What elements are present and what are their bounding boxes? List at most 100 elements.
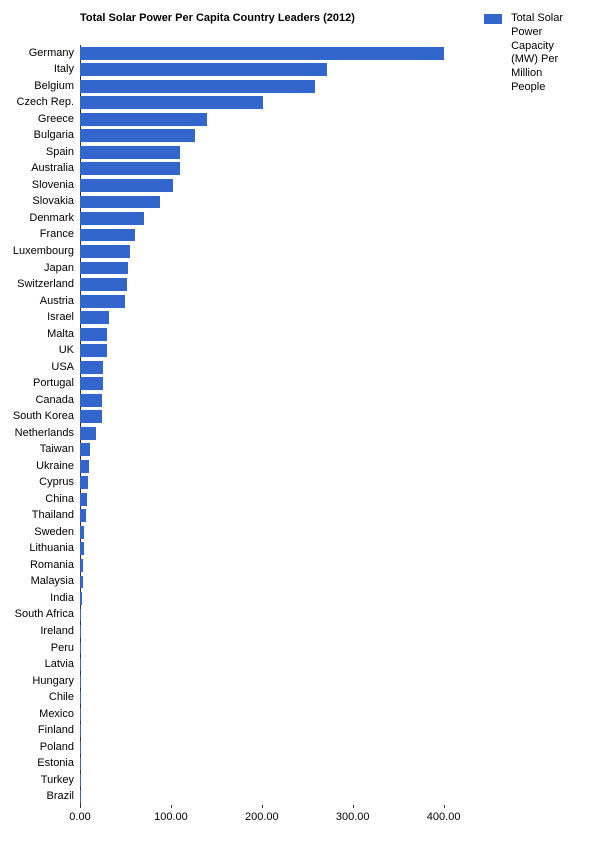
bar-label: South Africa (15, 609, 80, 620)
bar (80, 146, 180, 159)
x-tick-label: 300.00 (336, 811, 370, 823)
x-tick-label: 400.00 (427, 811, 461, 823)
bar-label: USA (51, 362, 80, 373)
bar-label: Belgium (34, 81, 80, 92)
bar (80, 427, 96, 440)
bar-row: Hungary (80, 675, 480, 688)
bar-row: Lithuania (80, 542, 480, 555)
bar-label: Ireland (40, 626, 80, 637)
bar-label: Malaysia (31, 576, 80, 587)
bar (80, 63, 327, 76)
bar-row: Canada (80, 394, 480, 407)
bar-row: Latvia (80, 658, 480, 671)
bar-label: Poland (40, 742, 80, 753)
bar (80, 262, 128, 275)
bar (80, 113, 207, 126)
bar-row: Spain (80, 146, 480, 159)
bar-row: Belgium (80, 80, 480, 93)
bar-label: Romania (30, 560, 80, 571)
bar (80, 394, 102, 407)
bar-label: Taiwan (40, 444, 80, 455)
bar (80, 344, 107, 357)
bar (80, 493, 87, 506)
bar-label: Denmark (29, 213, 80, 224)
bar (80, 311, 109, 324)
bar-label: Spain (46, 147, 80, 158)
bar-label: France (40, 229, 80, 240)
bar (80, 526, 84, 539)
bar-label: Finland (38, 725, 80, 736)
bar-row: Poland (80, 741, 480, 754)
bar-label: Bulgaria (34, 130, 80, 141)
bar (80, 162, 180, 175)
bar-label: Slovakia (32, 196, 80, 207)
x-tick-mark (353, 805, 354, 808)
bar-row: South Korea (80, 410, 480, 423)
chart-container: Total Solar Power Per Capita Country Lea… (0, 0, 600, 853)
bar-label: Netherlands (15, 428, 80, 439)
bar-row: Greece (80, 113, 480, 126)
bar-row: UK (80, 344, 480, 357)
bar (80, 509, 86, 522)
bar-row: Denmark (80, 212, 480, 225)
bar-label: Chile (49, 692, 80, 703)
bar (80, 229, 135, 242)
bar-row: USA (80, 361, 480, 374)
bar (80, 609, 81, 622)
legend: Total Solar Power Capacity (MW) Per Mill… (484, 12, 580, 95)
bar (80, 658, 81, 671)
bar-row: Slovenia (80, 179, 480, 192)
bar-label: Luxembourg (13, 246, 80, 257)
bar-row: Bulgaria (80, 129, 480, 142)
bar-label: China (45, 494, 80, 505)
bar-row: Portugal (80, 377, 480, 390)
bar-row: Brazil (80, 790, 480, 803)
bar-label: Switzerland (17, 279, 80, 290)
bar-label: Ukraine (36, 461, 80, 472)
bar (80, 642, 81, 655)
bar (80, 592, 82, 605)
bar-row: Turkey (80, 774, 480, 787)
bar-row: Romania (80, 559, 480, 572)
bar-label: Czech Rep. (17, 97, 80, 108)
x-tick-mark (80, 805, 81, 808)
bar-row: Germany (80, 47, 480, 60)
bar-row: Japan (80, 262, 480, 275)
bar-label: Lithuania (29, 543, 80, 554)
bar-row: Mexico (80, 708, 480, 721)
bar-row: South Africa (80, 609, 480, 622)
bar-label: Japan (44, 263, 80, 274)
bar (80, 80, 315, 93)
bar (80, 542, 84, 555)
bar-label: Thailand (32, 510, 80, 521)
bar (80, 245, 130, 258)
plot-area: GermanyItalyBelgiumCzech Rep.GreeceBulga… (80, 45, 480, 805)
bar-row: Israel (80, 311, 480, 324)
bar-row: China (80, 493, 480, 506)
bar-label: Slovenia (32, 180, 80, 191)
legend-label: Total Solar Power Capacity (MW) Per Mill… (511, 12, 579, 95)
bar-label: Sweden (34, 527, 80, 538)
bar (80, 576, 83, 589)
bar (80, 47, 444, 60)
bar (80, 129, 195, 142)
bar-label: South Korea (13, 411, 80, 422)
bar (80, 328, 107, 341)
bar (80, 377, 103, 390)
bar (80, 278, 127, 291)
bar-label: Italy (54, 64, 80, 75)
x-tick-label: 200.00 (245, 811, 279, 823)
bar (80, 361, 103, 374)
bar-label: Peru (51, 643, 80, 654)
bar (80, 460, 89, 473)
bar (80, 212, 144, 225)
bar-row: Malaysia (80, 576, 480, 589)
bar-label: Portugal (33, 378, 80, 389)
bar-label: Australia (31, 163, 80, 174)
x-tick-mark (262, 805, 263, 808)
bar-label: Hungary (32, 676, 80, 687)
bar-label: Estonia (37, 758, 80, 769)
bar-row: Malta (80, 328, 480, 341)
bar-row: Italy (80, 63, 480, 76)
x-tick-label: 100.00 (154, 811, 188, 823)
